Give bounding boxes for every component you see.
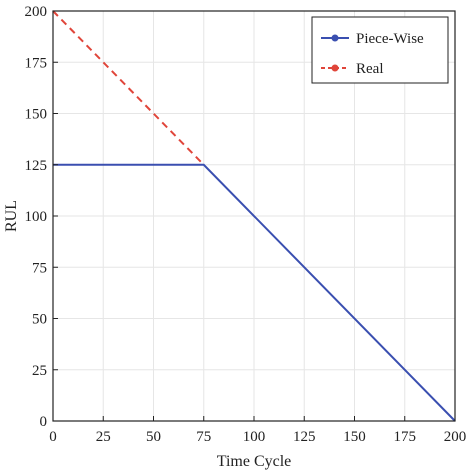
x-tick-label: 50 [146, 429, 161, 445]
y-tick-label: 100 [25, 209, 48, 225]
series-layer [52, 10, 456, 422]
y-tick-label: 200 [25, 4, 48, 20]
legend-box [311, 16, 449, 84]
x-tick-label: 100 [243, 429, 266, 445]
legend-marker-piece-wise [331, 34, 339, 42]
ticks [52, 10, 456, 422]
series-line-piece-wise [53, 163, 456, 422]
legend: Piece-Wise Real [311, 16, 449, 84]
legend-marker-real [331, 64, 339, 72]
y-tick-label: 0 [40, 414, 48, 430]
x-tick-labels: 0 25 50 75 100 125 150 175 200 [49, 429, 466, 445]
y-tick-label: 175 [25, 55, 48, 71]
legend-label-real: Real [356, 61, 384, 77]
y-axis-title: RUL [3, 200, 20, 232]
legend-label-piece-wise: Piece-Wise [356, 31, 424, 47]
x-tick-label: 125 [293, 429, 316, 445]
x-tick-label: 175 [394, 429, 417, 445]
series-line-real [52, 10, 205, 166]
y-tick-label: 25 [32, 363, 47, 379]
x-axis-title: Time Cycle [217, 453, 292, 470]
y-tick-label: 150 [25, 107, 48, 123]
y-tick-label: 125 [25, 158, 48, 174]
y-tick-label: 50 [32, 312, 47, 328]
y-tick-label: 75 [32, 260, 47, 276]
y-tick-labels: 0 25 50 75 100 125 150 175 200 [25, 4, 48, 430]
x-tick-label: 150 [343, 429, 366, 445]
x-tick-label: 75 [196, 429, 211, 445]
x-tick-label: 0 [49, 429, 57, 445]
x-tick-label: 25 [96, 429, 111, 445]
x-tick-label: 200 [444, 429, 467, 445]
